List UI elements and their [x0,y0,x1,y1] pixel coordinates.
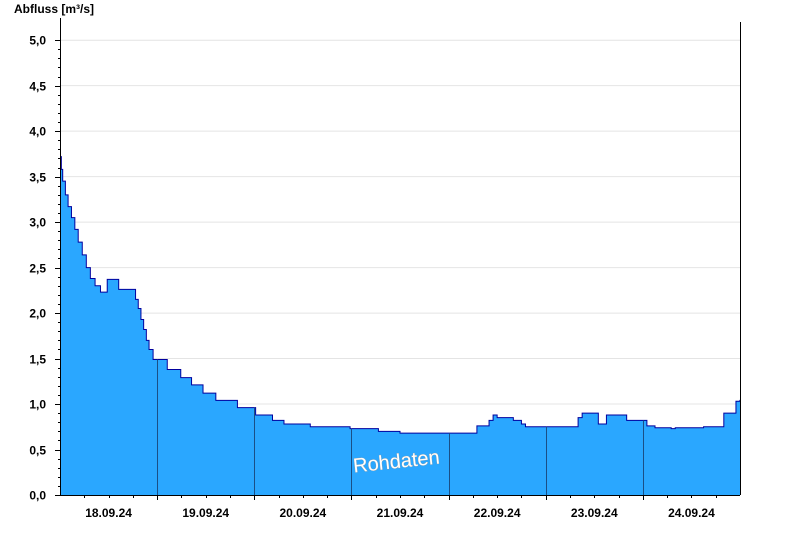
x-tick-label: 22.09.24 [474,506,521,520]
discharge-area-fill [60,156,740,495]
y-tick-label: 4,5 [29,80,46,94]
x-tick-label: 24.09.24 [668,506,715,520]
x-tick-label: 19.09.24 [182,506,229,520]
y-tick-label: 2,5 [29,262,46,276]
y-tick-label: 5,0 [29,34,46,48]
y-tick-label: 2,0 [29,307,46,321]
y-tick-label: 0,0 [29,489,46,503]
discharge-line [60,156,741,434]
y-tick-label: 3,0 [29,216,46,230]
y-tick-label: 1,0 [29,398,46,412]
y-tick-label: 0,5 [29,444,46,458]
x-ticks: 18.09.24 19.09.24 20.09.24 21.09.24 22.09.24… [84,495,717,520]
discharge-area [60,156,741,495]
x-tick-label: 20.09.24 [279,506,326,520]
day-separators [157,359,644,495]
y-axis-label: Abfluss [m³/s] [14,2,94,16]
y-tick-label: 4,0 [29,125,46,139]
x-tick-label: 21.09.24 [377,506,424,520]
y-tick-label: 3,5 [29,171,46,185]
x-tick-label: 18.09.24 [85,506,132,520]
x-tick-label: 23.09.24 [571,506,618,520]
y-ticks: 0,0 0,5 1,0 1,5 2,0 2,5 3,0 3,5 4,0 4,5 5,0 [29,34,60,503]
y-tick-label: 1,5 [29,353,46,367]
